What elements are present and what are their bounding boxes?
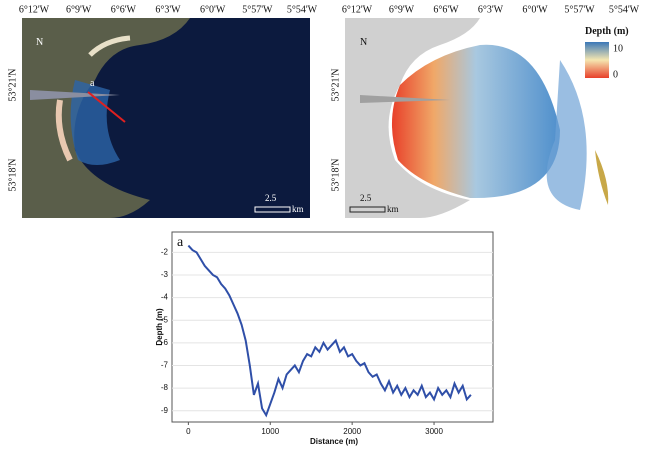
lon-label: 6°9'W — [389, 4, 415, 15]
y-axis-label: Depth (m) — [155, 308, 164, 346]
lat-label: 53°18'N — [7, 158, 18, 191]
lon-label: 6°0'W — [522, 4, 548, 15]
x-tick-label: 2000 — [343, 427, 361, 436]
y-tick-label: -2 — [161, 247, 169, 256]
lon-label: 5°54'W — [287, 4, 318, 15]
x-tick-label: 0 — [186, 427, 191, 436]
y-tick-label: -9 — [161, 406, 169, 415]
north-arrow: N — [360, 37, 367, 48]
y-tick-label: -7 — [161, 361, 169, 370]
lon-label: 5°57'W — [564, 4, 595, 15]
lon-label: 6°6'W — [111, 4, 137, 15]
legend-max: 10 — [613, 43, 623, 54]
lon-label: 5°57'W — [242, 4, 273, 15]
transect-label: a — [90, 78, 95, 89]
north-arrow: N — [36, 37, 43, 48]
legend-title: Depth (m) — [585, 26, 629, 37]
lon-label: 6°6'W — [433, 4, 459, 15]
lon-label: 6°9'W — [66, 4, 92, 15]
lat-label: 53°21'N — [330, 68, 341, 101]
scale-unit: km — [387, 204, 399, 214]
x-tick-label: 1000 — [261, 427, 279, 436]
panel-label: a — [177, 235, 184, 250]
lat-label: 53°21'N — [7, 68, 18, 101]
depth-line — [187, 244, 472, 418]
scale-label: 2.5 — [265, 193, 277, 203]
depth-map: N Depth (m) 10 0 2.5 km — [345, 18, 632, 218]
lon-label: 6°3'W — [155, 4, 181, 15]
lon-label: 6°12'W — [19, 4, 50, 15]
y-tick-label: -6 — [161, 338, 169, 347]
chart-frame — [171, 231, 494, 423]
x-tick-label: 3000 — [425, 427, 443, 436]
scale-label: 2.5 — [360, 193, 372, 203]
x-axis-label: Distance (m) — [310, 437, 358, 446]
satellite-map: a N 2.5 km — [22, 18, 310, 218]
lon-label: 6°12'W — [342, 4, 373, 15]
scale-unit: km — [292, 204, 304, 214]
y-tick-label: -5 — [161, 315, 169, 324]
lon-label: 6°3'W — [478, 4, 504, 15]
lon-label: 6°0'W — [200, 4, 226, 15]
lon-label: 5°54'W — [609, 4, 640, 15]
legend-min: 0 — [613, 69, 618, 80]
y-tick-label: -8 — [161, 383, 169, 392]
y-tick-label: -3 — [161, 270, 169, 279]
y-tick-label: -4 — [161, 293, 169, 302]
lat-label: 53°18'N — [330, 158, 341, 191]
